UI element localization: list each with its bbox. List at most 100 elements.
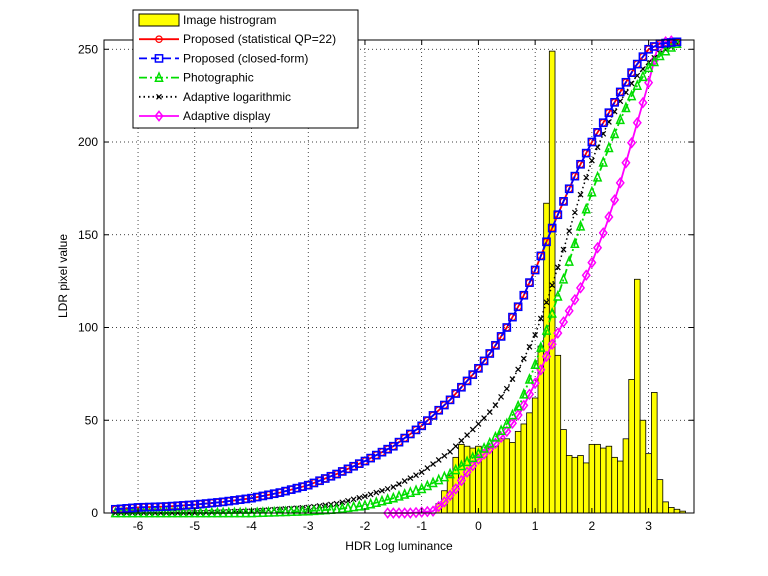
x-marker-stroke bbox=[407, 475, 414, 482]
series-point bbox=[537, 315, 544, 322]
series-point bbox=[558, 316, 569, 328]
series-point bbox=[354, 499, 365, 511]
series-point bbox=[649, 55, 660, 67]
x-axis-label: HDR Log luminance bbox=[345, 539, 453, 553]
histogram-bar bbox=[514, 430, 522, 514]
series-point bbox=[604, 141, 614, 153]
series-point bbox=[621, 77, 631, 87]
legend-item: Adaptive logarithmic bbox=[139, 90, 291, 104]
x-tick-label: -6 bbox=[133, 519, 144, 533]
series-point bbox=[281, 486, 290, 496]
series-point bbox=[320, 474, 330, 483]
series-point bbox=[451, 389, 461, 398]
series-point bbox=[558, 272, 569, 284]
x-marker-stroke bbox=[515, 366, 522, 373]
y-tick-label: 100 bbox=[78, 321, 98, 335]
x-marker-stroke bbox=[441, 452, 448, 459]
series-point bbox=[379, 487, 385, 494]
x-marker-stroke bbox=[379, 487, 385, 494]
series-point bbox=[297, 504, 308, 516]
series-point bbox=[401, 478, 408, 485]
series-point bbox=[326, 471, 336, 481]
series-point bbox=[666, 38, 676, 47]
x-marker-stroke bbox=[418, 469, 425, 476]
series-point bbox=[423, 416, 432, 425]
series-point bbox=[343, 464, 353, 474]
series-point bbox=[354, 459, 364, 469]
x-marker-stroke bbox=[475, 421, 482, 427]
series-point bbox=[498, 393, 505, 400]
series-point bbox=[515, 366, 522, 373]
series-point bbox=[445, 489, 455, 502]
series-point bbox=[435, 457, 442, 463]
series-point bbox=[492, 402, 499, 408]
histogram-bar bbox=[645, 453, 652, 514]
histogram-bar bbox=[554, 354, 562, 514]
x-marker-stroke bbox=[554, 264, 561, 271]
plot-frame bbox=[103, 39, 695, 514]
x-marker-stroke bbox=[537, 315, 544, 322]
x-tick-label: -4 bbox=[246, 519, 257, 533]
series-point bbox=[413, 472, 419, 479]
series-point bbox=[145, 502, 154, 512]
series-point bbox=[457, 382, 466, 392]
histogram-bar bbox=[588, 443, 596, 514]
series-point bbox=[609, 127, 620, 139]
series-point bbox=[396, 481, 402, 487]
y-tick-label: 0 bbox=[91, 506, 98, 520]
series-point bbox=[343, 501, 353, 513]
series-point bbox=[632, 116, 642, 129]
histogram-bar bbox=[605, 445, 613, 514]
series-point bbox=[543, 299, 550, 306]
series-point bbox=[275, 488, 285, 497]
series-point bbox=[258, 506, 268, 517]
series-point bbox=[156, 502, 166, 512]
series-point bbox=[434, 405, 444, 415]
x-marker-stroke bbox=[509, 376, 516, 383]
series-point bbox=[440, 400, 449, 410]
series-point bbox=[549, 282, 556, 289]
series-point bbox=[536, 251, 546, 261]
series-point bbox=[337, 467, 347, 476]
x-marker-stroke bbox=[435, 457, 442, 463]
histogram-bar bbox=[628, 379, 635, 514]
series-point bbox=[407, 475, 414, 482]
histogram-bar bbox=[656, 479, 664, 514]
series-point bbox=[536, 341, 546, 352]
series-point bbox=[592, 170, 603, 182]
series-point bbox=[570, 293, 580, 306]
series-point bbox=[154, 110, 164, 122]
x-marker-stroke bbox=[634, 72, 641, 79]
series-point bbox=[519, 387, 529, 399]
series-point bbox=[615, 113, 625, 125]
series-point bbox=[604, 211, 614, 223]
series-point bbox=[458, 437, 465, 444]
x-marker-stroke bbox=[452, 443, 459, 450]
legend-label: Image histrogram bbox=[183, 13, 276, 27]
series-point bbox=[332, 469, 341, 479]
series-point bbox=[513, 302, 523, 312]
series-point bbox=[447, 448, 453, 455]
series-point bbox=[473, 447, 484, 458]
histogram-bar bbox=[571, 456, 579, 514]
series-point bbox=[441, 452, 448, 459]
series-point bbox=[553, 210, 563, 220]
series-point bbox=[230, 496, 239, 505]
series-point bbox=[418, 469, 425, 476]
series-point bbox=[155, 35, 163, 44]
series-point bbox=[337, 502, 348, 513]
x-tick-label: -2 bbox=[360, 519, 371, 533]
series-point bbox=[559, 197, 568, 206]
series-point bbox=[649, 42, 659, 51]
series-point bbox=[320, 503, 330, 515]
series-point bbox=[632, 59, 642, 69]
x-marker-stroke bbox=[390, 484, 397, 490]
legend: Image histrogram Proposed (statistical QP… bbox=[132, 9, 359, 129]
series-point bbox=[479, 441, 489, 453]
series-point bbox=[411, 484, 421, 496]
x-marker-stroke bbox=[384, 485, 391, 492]
series-point bbox=[213, 498, 222, 507]
series-point bbox=[526, 343, 533, 350]
series-point bbox=[371, 496, 382, 507]
legend-item: Proposed (statistical QP=22) bbox=[139, 32, 336, 46]
